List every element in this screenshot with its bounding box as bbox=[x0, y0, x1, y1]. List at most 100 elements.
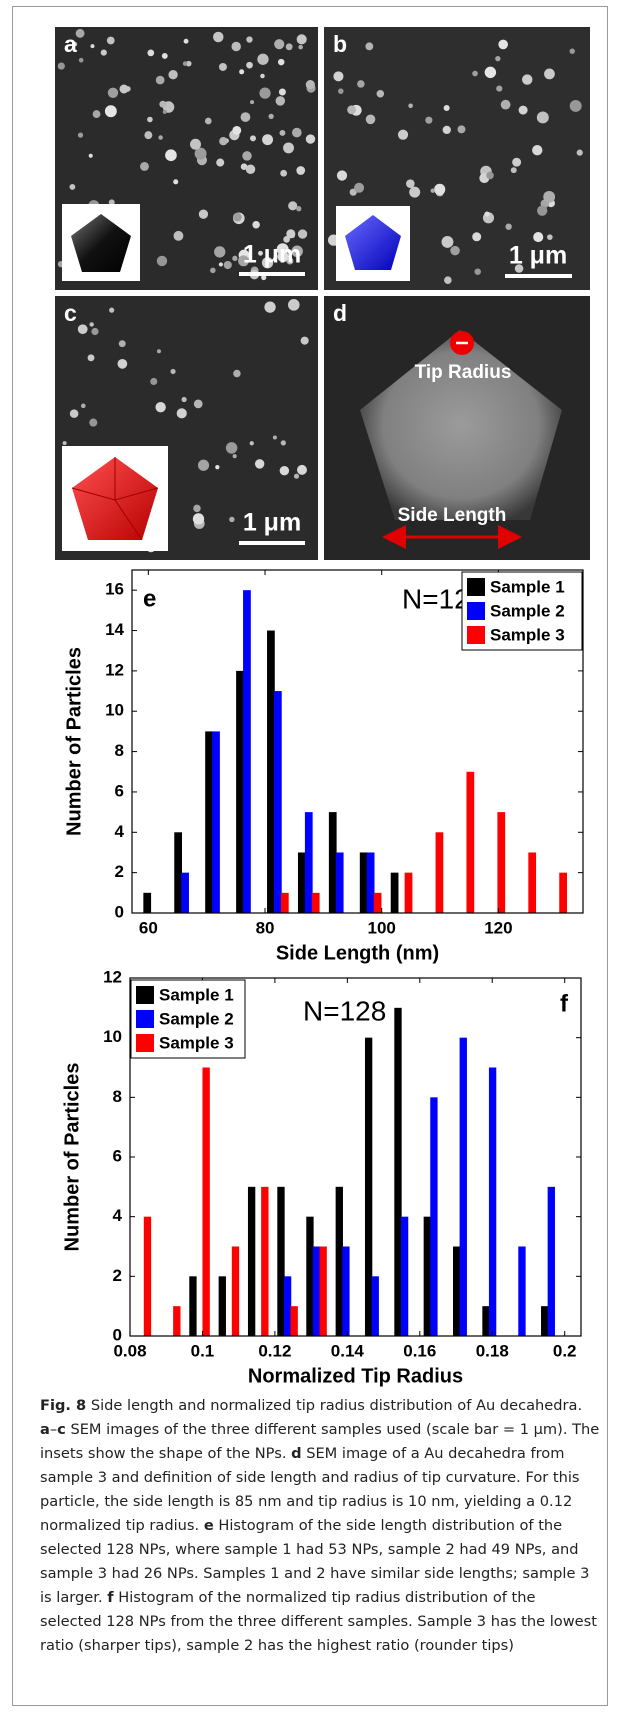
bar bbox=[459, 1037, 467, 1336]
legend-swatch bbox=[136, 1010, 154, 1028]
particle bbox=[90, 44, 95, 49]
particle bbox=[183, 38, 189, 44]
caption-label: Fig. 8 bbox=[40, 1397, 87, 1414]
particle bbox=[336, 170, 348, 181]
particle bbox=[441, 236, 454, 248]
particle bbox=[252, 221, 260, 229]
bar bbox=[373, 892, 382, 913]
bar bbox=[482, 1306, 490, 1336]
figure: a b c d 1 μm 1 μm 1 μm Tip Radius Side L… bbox=[55, 27, 590, 1387]
bar bbox=[390, 872, 399, 913]
particle bbox=[296, 34, 307, 45]
particle bbox=[109, 307, 115, 313]
particle bbox=[510, 167, 517, 174]
particle bbox=[544, 68, 555, 80]
particle bbox=[242, 151, 252, 161]
particle bbox=[293, 473, 300, 479]
particle bbox=[158, 135, 163, 140]
bar bbox=[541, 1306, 549, 1336]
particle bbox=[276, 243, 289, 256]
particle bbox=[190, 138, 201, 150]
scale-bar-label: 1 μm bbox=[243, 241, 301, 269]
particle bbox=[165, 149, 177, 162]
legend-swatch bbox=[467, 578, 485, 596]
bar bbox=[342, 1246, 350, 1336]
y-tick-label: 8 bbox=[113, 1087, 122, 1106]
particle bbox=[257, 53, 269, 65]
bar bbox=[273, 691, 282, 913]
particle bbox=[218, 262, 223, 267]
particle bbox=[268, 113, 274, 120]
inset-shape bbox=[71, 214, 131, 272]
x-tick-label: 120 bbox=[484, 918, 512, 937]
particle bbox=[279, 130, 286, 136]
particle bbox=[357, 80, 365, 88]
bar bbox=[311, 892, 320, 913]
particle bbox=[532, 145, 543, 156]
particle bbox=[275, 96, 286, 106]
y-tick-label: 12 bbox=[103, 967, 122, 986]
annotation: N=128 bbox=[303, 995, 386, 1026]
particle bbox=[288, 201, 298, 211]
particle bbox=[194, 147, 207, 160]
annotation: Side Length bbox=[398, 505, 507, 526]
x-tick-label: 0.18 bbox=[476, 1341, 509, 1360]
bar bbox=[366, 852, 375, 913]
bar bbox=[328, 812, 337, 913]
particle bbox=[232, 125, 242, 135]
panel-label: e bbox=[143, 585, 156, 612]
bar bbox=[528, 852, 537, 913]
bar bbox=[371, 1276, 379, 1336]
particle bbox=[249, 441, 254, 446]
particle bbox=[119, 84, 129, 94]
particle bbox=[537, 205, 548, 216]
particle bbox=[408, 103, 413, 109]
particle bbox=[272, 435, 277, 440]
particle bbox=[104, 105, 117, 118]
particle bbox=[239, 69, 245, 75]
particle bbox=[87, 354, 95, 362]
particle bbox=[333, 71, 344, 82]
particle bbox=[77, 132, 84, 138]
particle bbox=[170, 368, 176, 375]
particle bbox=[484, 66, 497, 79]
particle bbox=[514, 264, 524, 273]
figure-frame bbox=[12, 6, 608, 1706]
particle bbox=[246, 61, 253, 69]
bar bbox=[243, 590, 251, 913]
particle bbox=[278, 88, 286, 96]
bar bbox=[435, 832, 444, 913]
caption-text: Histogram of the normalized tip radius d… bbox=[40, 1589, 597, 1654]
x-tick-label: 0.2 bbox=[553, 1341, 577, 1360]
bar bbox=[452, 1246, 461, 1336]
particle bbox=[223, 260, 232, 270]
bar bbox=[277, 1186, 285, 1336]
bar bbox=[335, 1186, 343, 1336]
particle bbox=[245, 164, 256, 174]
bar bbox=[400, 1216, 409, 1336]
legend-label: Sample 1 bbox=[490, 577, 565, 596]
particle bbox=[305, 134, 316, 144]
particle bbox=[472, 70, 478, 77]
particle bbox=[397, 129, 409, 140]
legend-label: Sample 3 bbox=[159, 1033, 234, 1052]
y-tick-label: 0 bbox=[113, 1325, 122, 1344]
particle bbox=[434, 183, 446, 195]
legend-swatch bbox=[136, 1034, 154, 1052]
particle bbox=[72, 41, 78, 47]
particle bbox=[280, 169, 288, 177]
decahedron bbox=[360, 330, 562, 520]
particle bbox=[69, 184, 76, 190]
bar bbox=[364, 1037, 373, 1336]
particle bbox=[274, 39, 285, 50]
particle bbox=[193, 504, 201, 513]
bar bbox=[488, 1067, 497, 1336]
particle bbox=[240, 163, 248, 171]
particle bbox=[192, 513, 205, 525]
particle bbox=[474, 268, 481, 275]
particle bbox=[280, 440, 286, 446]
particle bbox=[156, 255, 168, 267]
particle bbox=[176, 408, 187, 419]
x-tick-label: 80 bbox=[256, 918, 275, 937]
